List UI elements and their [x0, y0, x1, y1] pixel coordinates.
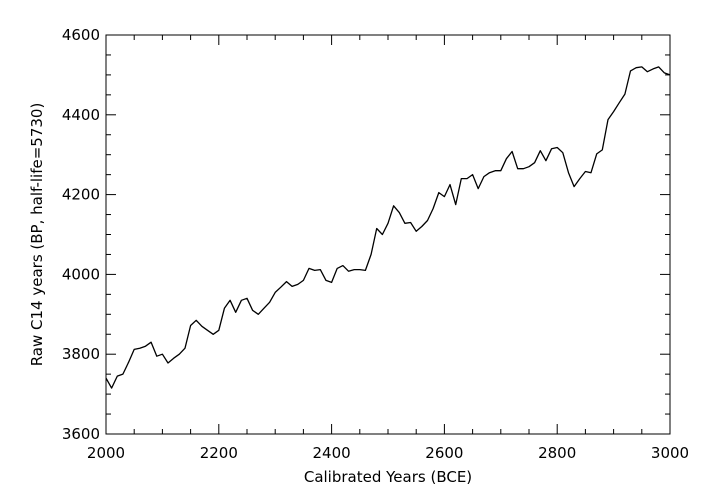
- x-tick-label: 2000: [87, 444, 125, 462]
- y-tick-label: 4200: [62, 186, 100, 204]
- x-tick-label: 3000: [651, 444, 689, 462]
- x-tick-label: 2400: [313, 444, 351, 462]
- series-line: [105, 66, 671, 389]
- x-tick-label: 2600: [425, 444, 463, 462]
- y-tick-label: 3600: [62, 425, 100, 443]
- x-axis: 2000 2200 2400 2600 2800 3000: [87, 35, 689, 462]
- x-tick-label: 2800: [538, 444, 576, 462]
- y-tick-label: 4000: [62, 265, 100, 283]
- y-axis-title: Raw C14 years (BP, half-life=5730): [28, 103, 46, 367]
- y-axis: 3600 3800 4000 4200 4400 4600: [62, 26, 670, 443]
- y-tick-label: 3800: [62, 345, 100, 363]
- y-tick-label: 4400: [62, 106, 100, 124]
- x-tick-label: 2200: [200, 444, 238, 462]
- y-tick-label: 4600: [62, 26, 100, 44]
- x-axis-title: Calibrated Years (BCE): [304, 468, 472, 486]
